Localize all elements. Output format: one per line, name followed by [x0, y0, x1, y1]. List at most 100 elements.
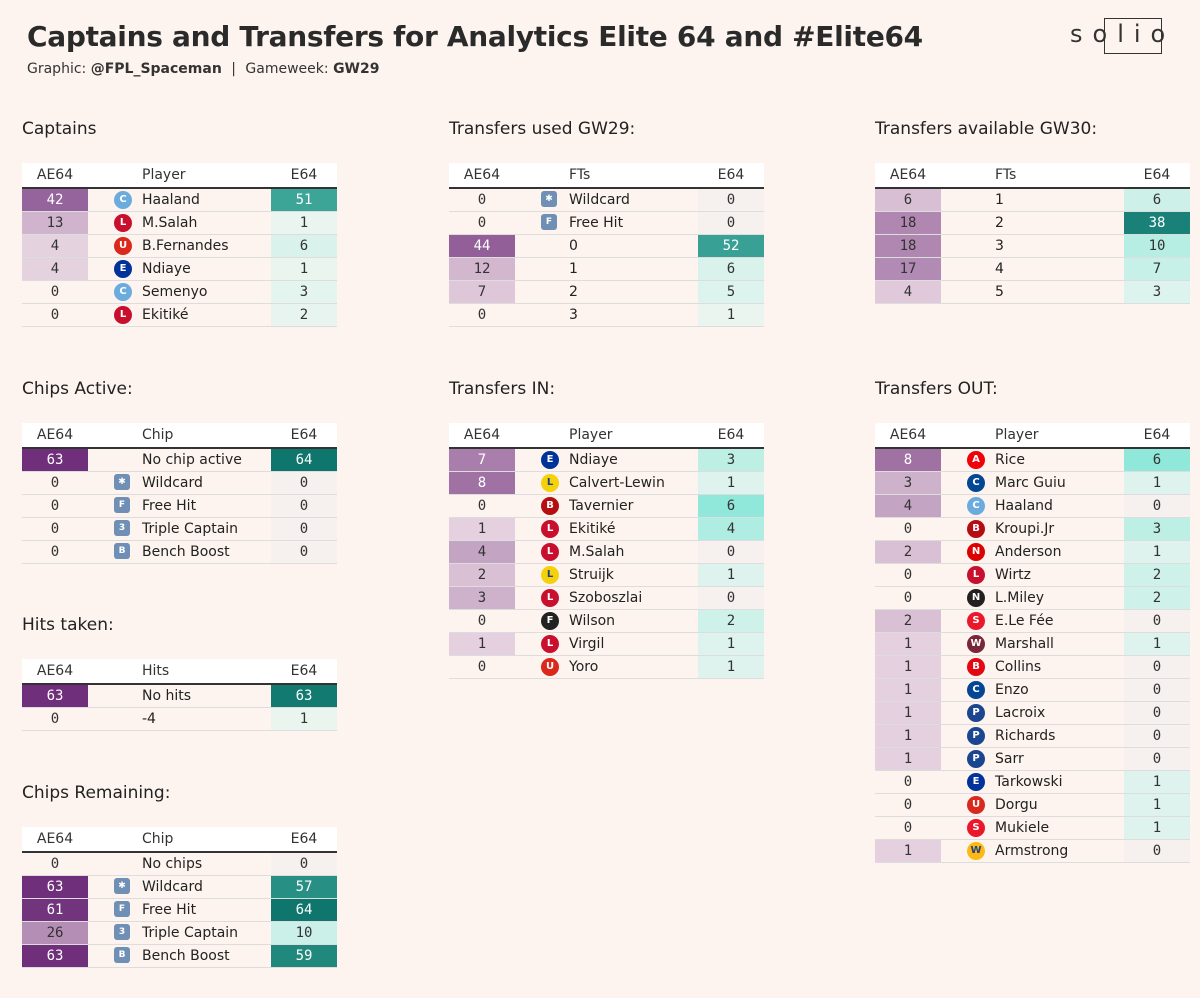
bench-boost-chip-icon: B: [114, 543, 134, 561]
e64-value: 6: [1124, 448, 1190, 472]
e64-value: 0: [1124, 609, 1190, 633]
e64-value: 0: [1124, 724, 1190, 748]
e64-value: 0: [271, 471, 337, 495]
ae64-value: 18: [875, 234, 941, 258]
brentford-crest-icon: B: [967, 658, 987, 676]
row-label: Wilson: [569, 613, 616, 629]
e64-value: 59: [271, 944, 337, 968]
transfers-used-table: AE64 FTs E64 0 ✱ Wildcard 0 0 F Free Hit 0 44 0 52 12 1…: [449, 163, 764, 327]
row-label-cell: W Armstrong: [941, 839, 1124, 863]
table-row: 1 P Sarr 0: [875, 747, 1190, 771]
column-header: E64: [698, 163, 764, 189]
row-label: Lacroix: [995, 705, 1046, 721]
column-header: E64: [271, 827, 337, 853]
ae64-value: 63: [22, 448, 88, 472]
bournemouth-crest-icon: B: [541, 497, 561, 515]
ae64-value: 42: [22, 188, 88, 212]
e64-value: 0: [1124, 678, 1190, 702]
ae64-value: 3: [875, 471, 941, 495]
e64-value: 0: [1124, 655, 1190, 679]
row-label: Marc Guiu: [995, 475, 1066, 491]
table-row: 2 S E.Le Fée 0: [875, 609, 1190, 633]
everton-crest-icon: E: [541, 451, 561, 469]
row-label-cell: 0: [515, 234, 698, 258]
row-label-cell: B Bench Boost: [88, 944, 271, 968]
row-label-cell: U Yoro: [515, 655, 698, 679]
table-row: 42 C Haaland 51: [22, 188, 337, 212]
table-row: 63 B Bench Boost 59: [22, 944, 337, 968]
row-label: Bench Boost: [142, 544, 230, 560]
gameweek-label: Gameweek:: [245, 61, 329, 77]
table-row: 0 E Tarkowski 1: [875, 770, 1190, 794]
row-label-cell: -4: [88, 707, 271, 731]
row-label: Mukiele: [995, 820, 1050, 836]
row-label-cell: B Kroupi.Jr: [941, 517, 1124, 541]
row-label-cell: No chips: [88, 852, 271, 876]
ae64-value: 0: [875, 793, 941, 817]
table-row: 3 L Szoboszlai 0: [449, 586, 764, 610]
table-row: 4 U B.Fernandes 6: [22, 234, 337, 258]
ae64-value: 1: [875, 724, 941, 748]
e64-value: 1: [698, 632, 764, 656]
chelsea-crest-icon: C: [967, 474, 987, 492]
table-row: 0 U Yoro 1: [449, 655, 764, 679]
ae64-value: 0: [449, 655, 515, 679]
row-label: Enzo: [995, 682, 1029, 698]
table-row: 0 -4 1: [22, 707, 337, 731]
fulham-crest-icon: F: [541, 612, 561, 630]
row-label: 3: [569, 307, 578, 323]
row-label: Wirtz: [995, 567, 1032, 583]
ae64-value: 0: [875, 816, 941, 840]
table-row: 13 L M.Salah 1: [22, 211, 337, 235]
column-header: AE64: [22, 163, 88, 189]
e64-value: 1: [1124, 793, 1190, 817]
ae64-value: 0: [22, 852, 88, 876]
e64-value: 0: [698, 586, 764, 610]
section-title: Hits taken:: [22, 615, 114, 635]
column-header: E64: [1124, 163, 1190, 189]
row-label-cell: L Ekitiké: [515, 517, 698, 541]
e64-value: 64: [271, 448, 337, 472]
liverpool-crest-icon: L: [541, 543, 561, 561]
e64-value: 63: [271, 684, 337, 708]
row-label: Virgil: [569, 636, 605, 652]
row-label-cell: F Wilson: [515, 609, 698, 633]
row-label-cell: L Wirtz: [941, 563, 1124, 587]
sunderland-crest-icon: S: [967, 612, 987, 630]
row-label-cell: L M.Salah: [515, 540, 698, 564]
table-row: 7 E Ndiaye 3: [449, 448, 764, 472]
table-header: AE64 Player E64: [22, 163, 337, 189]
ae64-value: 0: [449, 188, 515, 212]
row-label-cell: 3 Triple Captain: [88, 921, 271, 945]
e64-value: 3: [1124, 280, 1190, 304]
man-city-crest-icon: C: [114, 191, 134, 209]
table-row: 0 ✱ Wildcard 0: [22, 471, 337, 495]
west-ham-crest-icon: W: [967, 635, 987, 653]
ae64-value: 63: [22, 944, 88, 968]
table-row: 0 N L.Miley 2: [875, 586, 1190, 610]
table-header: AE64 Hits E64: [22, 659, 337, 685]
row-label: Marshall: [995, 636, 1054, 652]
row-label-cell: F Free Hit: [88, 494, 271, 518]
ae64-value: 13: [22, 211, 88, 235]
table-row: 0 L Wirtz 2: [875, 563, 1190, 587]
row-label-cell: B Bench Boost: [88, 540, 271, 564]
chips-active-section: Chips Active: AE64 Chip E64 63 No chip active…: [22, 379, 337, 564]
ae64-value: 1: [875, 747, 941, 771]
e64-value: 1: [1124, 632, 1190, 656]
table-row: 1 C Enzo 0: [875, 678, 1190, 702]
table-row: 0 F Wilson 2: [449, 609, 764, 633]
row-label: B.Fernandes: [142, 238, 229, 254]
crystal-palace-crest-icon: P: [967, 727, 987, 745]
hits-taken-table: AE64 Hits E64 63 No hits 63 0 -4 1: [22, 659, 337, 731]
column-header: Chip: [88, 827, 271, 853]
row-label-cell: L Virgil: [515, 632, 698, 656]
table-header: AE64 Chip E64: [22, 827, 337, 853]
table-row: 44 0 52: [449, 234, 764, 258]
row-label: No hits: [142, 688, 192, 704]
nottm-forest-crest-icon: N: [967, 543, 987, 561]
table-row: 6 1 6: [875, 188, 1190, 212]
row-label: Wildcard: [142, 475, 203, 491]
ae64-value: 0: [22, 471, 88, 495]
row-label: L.Miley: [995, 590, 1045, 606]
